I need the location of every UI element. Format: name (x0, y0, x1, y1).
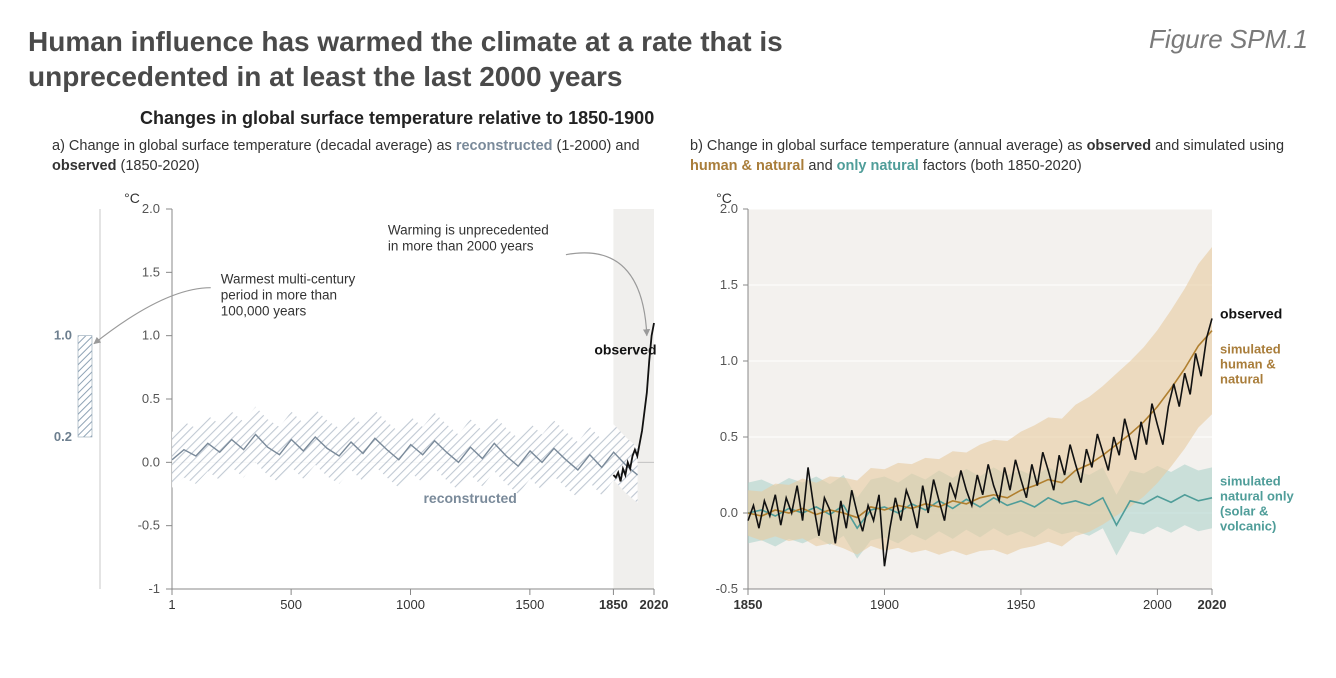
svg-text:1900: 1900 (870, 597, 899, 612)
svg-text:100,000 years: 100,000 years (221, 304, 307, 319)
caption-recon-word: reconstructed (456, 138, 553, 154)
svg-text:-0.5: -0.5 (716, 581, 738, 596)
caption-nat-word: only natural (837, 158, 919, 174)
panel-b-caption: b) Change in global surface temperature … (690, 137, 1310, 179)
svg-text:1.0: 1.0 (142, 328, 160, 343)
svg-text:2020: 2020 (640, 597, 669, 612)
caption-hn-word: human & natural (690, 158, 804, 174)
chart-b: °C-0.50.00.51.01.52.01850190019502000202… (690, 185, 1310, 625)
svg-text:0.2: 0.2 (54, 429, 72, 444)
svg-text:1850: 1850 (599, 597, 628, 612)
svg-text:-1: -1 (148, 581, 160, 596)
svg-text:°C: °C (124, 190, 140, 206)
svg-text:0.0: 0.0 (720, 505, 738, 520)
svg-text:observed: observed (1220, 305, 1282, 321)
svg-text:period in more than: period in more than (221, 288, 337, 303)
svg-text:natural: natural (1220, 371, 1263, 386)
panel-a: a) Change in global surface temperature … (52, 137, 672, 625)
svg-text:2000: 2000 (1143, 597, 1172, 612)
svg-text:2020: 2020 (1198, 597, 1227, 612)
svg-text:0.5: 0.5 (142, 391, 160, 406)
svg-text:1500: 1500 (515, 597, 544, 612)
svg-text:volcanic): volcanic) (1220, 519, 1276, 534)
panel-b: b) Change in global surface temperature … (690, 137, 1310, 625)
svg-text:1.5: 1.5 (142, 264, 160, 279)
svg-text:in more than 2000 years: in more than 2000 years (388, 239, 534, 254)
svg-text:natural only: natural only (1220, 489, 1294, 504)
svg-text:0.5: 0.5 (720, 429, 738, 444)
figure-subtitle: Changes in global surface temperature re… (140, 108, 1308, 129)
svg-text:simulated: simulated (1220, 474, 1281, 489)
svg-text:(solar &: (solar & (1220, 504, 1268, 519)
svg-text:Warmest multi-century: Warmest multi-century (221, 272, 356, 287)
svg-text:simulated: simulated (1220, 341, 1281, 356)
caption-obs-word: observed (52, 158, 116, 174)
figure-label: Figure SPM.1 (1149, 24, 1308, 55)
svg-text:1950: 1950 (1006, 597, 1035, 612)
svg-text:2.0: 2.0 (142, 201, 160, 216)
svg-text:0.0: 0.0 (142, 454, 160, 469)
svg-text:reconstructed: reconstructed (423, 490, 516, 506)
svg-text:1: 1 (168, 597, 175, 612)
svg-text:human &: human & (1220, 356, 1276, 371)
svg-text:1.0: 1.0 (720, 353, 738, 368)
panel-a-caption: a) Change in global surface temperature … (52, 137, 672, 179)
svg-text:2.0: 2.0 (720, 201, 738, 216)
svg-text:1.0: 1.0 (54, 328, 72, 343)
svg-text:-0.5: -0.5 (138, 518, 160, 533)
svg-text:1.5: 1.5 (720, 277, 738, 292)
svg-text:500: 500 (280, 597, 302, 612)
svg-text:observed: observed (594, 342, 656, 358)
svg-text:1850: 1850 (734, 597, 763, 612)
svg-text:Warming is unprecedented: Warming is unprecedented (388, 223, 549, 238)
svg-text:1000: 1000 (396, 597, 425, 612)
page-title: Human influence has warmed the climate a… (28, 24, 848, 94)
chart-a: °C-1-0.50.00.51.01.52.015001000150018502… (52, 185, 672, 625)
